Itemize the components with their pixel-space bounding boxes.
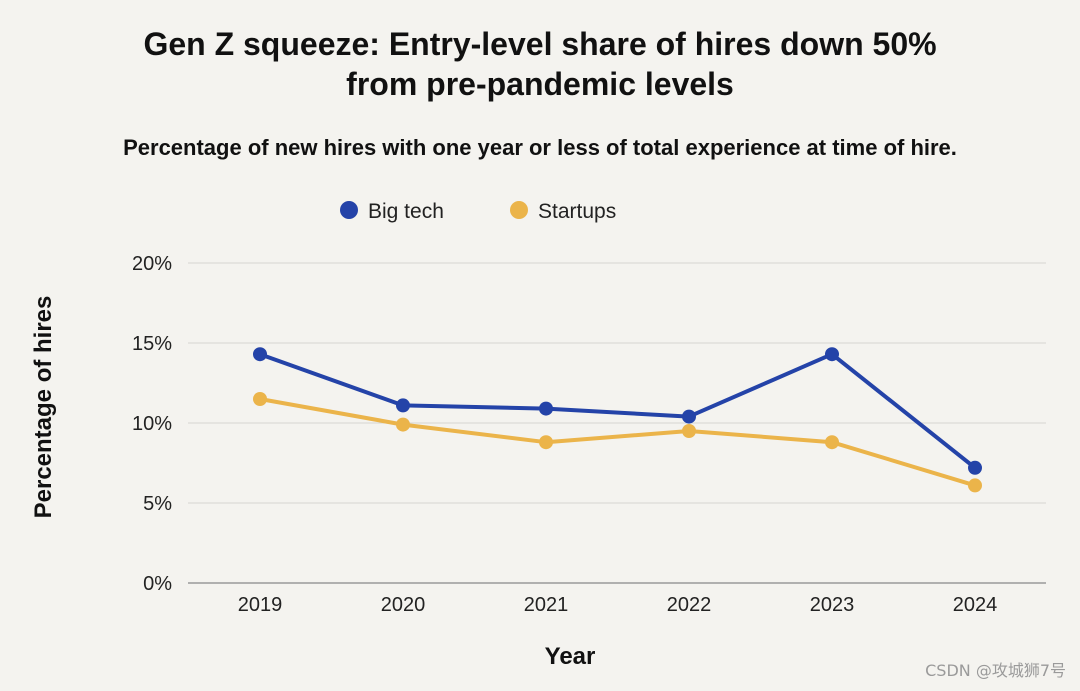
data-point-2020 [396,417,410,432]
x-tick-label: 2019 [238,594,283,616]
data-point-2024 [968,460,982,475]
legend-swatch [510,201,528,219]
x-tick-label: 2020 [381,594,426,616]
x-axis-ticks: 2019 2020 2021 2022 2023 2024 [238,594,998,616]
chart-title: Gen Z squeeze: Entry-level share of hire… [0,24,1080,104]
data-point-2020 [396,398,410,413]
data-point-2024 [968,478,982,493]
y-tick-label: 0% [143,573,172,595]
chart-subtitle: Percentage of new hires with one year or… [123,135,957,160]
y-tick-label: 20% [132,253,172,275]
x-tick-label: 2024 [953,594,998,616]
y-tick-label: 10% [132,413,172,435]
chart-gridlines [188,262,1046,584]
chart-title-line-2: from pre-pandemic levels [346,66,734,102]
chart-series [253,347,982,493]
y-tick-label: 15% [132,333,172,355]
legend-label: Big tech [368,200,444,223]
legend-item: Startups [510,200,616,223]
chart-title-line-1: Gen Z squeeze: Entry-level share of hire… [143,26,937,62]
data-point-2023 [825,435,839,450]
series-line [258,397,977,488]
data-point-2019 [253,392,267,406]
x-tick-label: 2021 [524,594,569,616]
series-startups [253,392,982,493]
y-axis-ticks: 0% 5% 10% 15% 20% [132,253,172,595]
data-point-2022 [682,424,696,438]
series-line [258,352,977,470]
data-point-2021 [539,401,553,416]
data-point-2021 [539,435,553,450]
watermark: CSDN @攻城狮7号 [925,661,1066,680]
x-axis-title: Year [545,643,596,670]
x-tick-label: 2022 [667,594,712,616]
data-point-2019 [253,347,267,362]
y-axis-title: Percentage of hires [30,296,57,519]
legend-label: Startups [538,200,616,223]
series-big-tech [253,347,982,475]
legend-item: Big tech [340,200,444,223]
y-tick-label: 5% [143,493,172,515]
chart-legend: Big tech Startups [340,200,616,223]
legend-swatch [340,201,358,219]
data-point-2022 [682,409,696,424]
data-point-2023 [825,347,839,362]
x-tick-label: 2023 [810,594,855,616]
